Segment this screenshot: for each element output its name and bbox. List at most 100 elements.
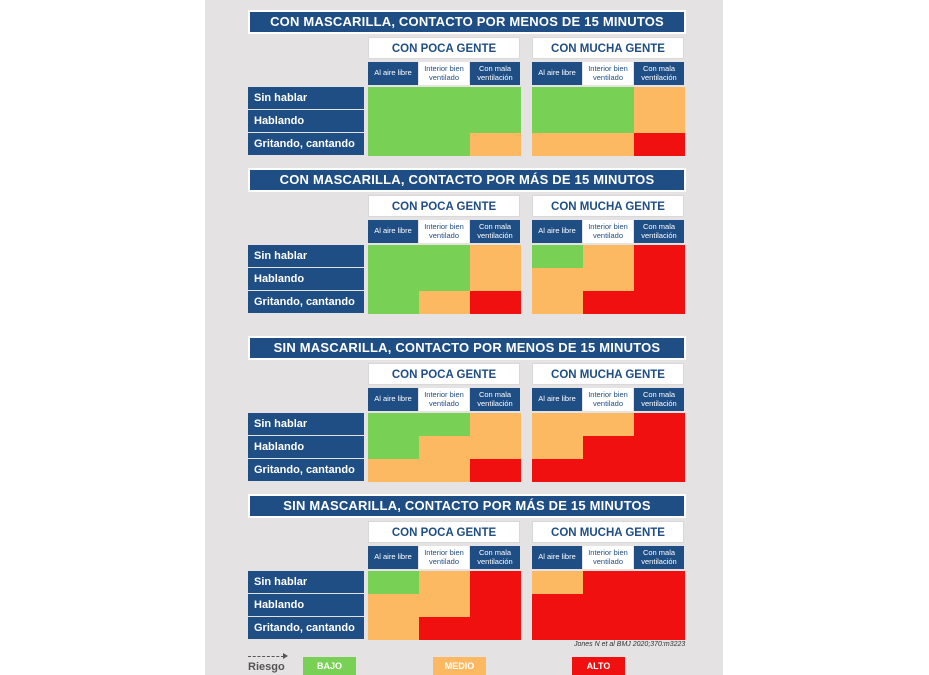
row-label: Gritando, cantando <box>248 459 364 481</box>
risk-cell-bajo <box>368 571 419 594</box>
column-header: Interior bien ventilado <box>419 220 469 243</box>
column-header: Interior bien ventilado <box>419 546 469 569</box>
risk-cell-alto <box>634 594 685 617</box>
risk-cell-bajo <box>368 87 419 110</box>
group-header: CON POCA GENTE <box>368 363 520 385</box>
risk-cell-bajo <box>419 110 470 133</box>
row-label: Hablando <box>248 594 364 616</box>
risk-cell-alto <box>532 459 583 482</box>
row-label: Hablando <box>248 110 364 132</box>
risk-cell-alto <box>470 594 521 617</box>
column-header: Al aire libre <box>368 220 418 243</box>
risk-cell-medio <box>470 268 521 291</box>
row-label: Hablando <box>248 436 364 458</box>
risk-cell-bajo <box>368 133 419 156</box>
row-label: Sin hablar <box>248 413 364 435</box>
risk-cell-bajo <box>368 110 419 133</box>
group-header: CON POCA GENTE <box>368 195 520 217</box>
risk-cell-alto <box>634 436 685 459</box>
risk-cell-alto <box>634 571 685 594</box>
row-label: Sin hablar <box>248 87 364 109</box>
risk-cell-medio <box>470 245 521 268</box>
risk-cell-bajo <box>368 413 419 436</box>
risk-cell-medio <box>419 436 470 459</box>
row-label: Sin hablar <box>248 571 364 593</box>
risk-cell-alto <box>634 245 685 268</box>
risk-cell-bajo <box>532 110 583 133</box>
column-header: Con mala ventilación <box>470 220 520 243</box>
risk-cell-bajo <box>583 87 634 110</box>
risk-cell-medio <box>368 459 419 482</box>
group-header: CON MUCHA GENTE <box>532 195 684 217</box>
risk-cell-alto <box>470 571 521 594</box>
risk-cell-alto <box>583 617 634 640</box>
column-header: Interior bien ventilado <box>419 388 469 411</box>
risk-cell-bajo <box>419 133 470 156</box>
risk-cell-medio <box>532 436 583 459</box>
risk-cell-bajo <box>470 87 521 110</box>
risk-cell-alto <box>470 459 521 482</box>
group-header: CON MUCHA GENTE <box>532 521 684 543</box>
legend-medio: MEDIO <box>433 657 486 675</box>
row-label: Hablando <box>248 268 364 290</box>
risk-cell-medio <box>470 133 521 156</box>
column-header: Al aire libre <box>532 62 582 85</box>
risk-section: SIN MASCARILLA, CONTACTO POR MÁS DE 15 M… <box>248 494 686 654</box>
row-label: Gritando, cantando <box>248 291 364 313</box>
risk-cell-medio <box>634 110 685 133</box>
risk-cell-bajo <box>419 268 470 291</box>
risk-cell-medio <box>368 617 419 640</box>
column-header: Al aire libre <box>368 546 418 569</box>
column-header: Interior bien ventilado <box>583 546 633 569</box>
risk-cell-alto <box>634 617 685 640</box>
risk-section: CON MASCARILLA, CONTACTO POR MÁS DE 15 M… <box>248 168 686 328</box>
risk-cell-medio <box>583 413 634 436</box>
risk-cell-medio <box>419 571 470 594</box>
risk-cell-medio <box>583 245 634 268</box>
risk-cell-alto <box>583 571 634 594</box>
risk-cell-alto <box>634 413 685 436</box>
section-title: CON MASCARILLA, CONTACTO POR MÁS DE 15 M… <box>248 168 686 192</box>
risk-cell-alto <box>532 594 583 617</box>
risk-cell-medio <box>470 413 521 436</box>
risk-section: SIN MASCARILLA, CONTACTO POR MENOS DE 15… <box>248 336 686 496</box>
risk-cell-bajo <box>368 268 419 291</box>
legend-bajo: BAJO <box>303 657 356 675</box>
risk-cell-medio <box>368 594 419 617</box>
column-header: Interior bien ventilado <box>583 62 633 85</box>
risk-cell-medio <box>419 459 470 482</box>
risk-cell-medio <box>419 291 470 314</box>
row-label: Gritando, cantando <box>248 617 364 639</box>
column-header: Interior bien ventilado <box>419 62 469 85</box>
risk-cell-alto <box>532 617 583 640</box>
risk-cell-bajo <box>368 436 419 459</box>
risk-cell-bajo <box>532 245 583 268</box>
risk-cell-medio <box>470 436 521 459</box>
risk-cell-bajo <box>419 87 470 110</box>
risk-cell-bajo <box>419 413 470 436</box>
risk-cell-bajo <box>532 87 583 110</box>
risk-cell-alto <box>634 291 685 314</box>
risk-cell-alto <box>634 459 685 482</box>
legend-alto: ALTO <box>572 657 625 675</box>
group-header: CON MUCHA GENTE <box>532 363 684 385</box>
column-header: Al aire libre <box>532 546 582 569</box>
column-header: Al aire libre <box>368 388 418 411</box>
row-label: Gritando, cantando <box>248 133 364 155</box>
risk-section: CON MASCARILLA, CONTACTO POR MENOS DE 15… <box>248 10 686 170</box>
risk-cell-bajo <box>470 110 521 133</box>
risk-cell-medio <box>532 291 583 314</box>
column-header: Al aire libre <box>532 220 582 243</box>
risk-cell-alto <box>634 268 685 291</box>
risk-cell-alto <box>583 436 634 459</box>
column-header: Con mala ventilación <box>634 546 684 569</box>
section-title: SIN MASCARILLA, CONTACTO POR MÁS DE 15 M… <box>248 494 686 518</box>
risk-cell-alto <box>470 617 521 640</box>
column-header: Con mala ventilación <box>470 388 520 411</box>
risk-cell-alto <box>634 133 685 156</box>
column-header: Interior bien ventilado <box>583 220 633 243</box>
risk-cell-alto <box>583 291 634 314</box>
risk-cell-medio <box>634 87 685 110</box>
risk-cell-bajo <box>368 291 419 314</box>
risk-cell-alto <box>583 459 634 482</box>
